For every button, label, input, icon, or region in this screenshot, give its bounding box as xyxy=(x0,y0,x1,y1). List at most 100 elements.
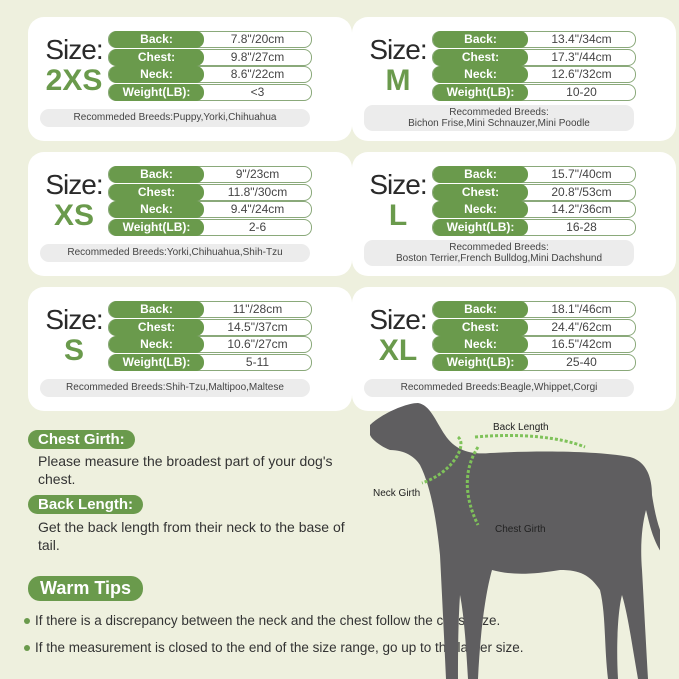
measure-value: 2-6 xyxy=(248,219,267,234)
warm-tips-heading: Warm Tips xyxy=(28,576,144,601)
measure-label: Chest: xyxy=(109,183,204,201)
bullet-icon xyxy=(24,618,30,625)
size-heading: Size: M xyxy=(369,34,427,97)
measure-label: Weight(LB): xyxy=(109,218,204,236)
measure-row: Neck: 8.6"/22cm xyxy=(108,66,312,83)
measure-value: 10-20 xyxy=(566,84,597,99)
measure-row: Neck: 16.5"/42cm xyxy=(432,336,636,353)
measure-row: Chest: 17.3"/44cm xyxy=(432,48,636,66)
measure-row: Weight(LB): 16-28 xyxy=(432,218,636,236)
measure-value: 5-11 xyxy=(245,354,270,369)
measure-label: Neck: xyxy=(109,336,204,353)
measure-value: 17.3"/44cm xyxy=(551,49,612,64)
size-card: Size: XL Back: 18.1"/46cm Chest: 24.4"/62cm Ne… xyxy=(352,287,676,411)
back-length-heading: Back Length: xyxy=(28,495,144,514)
measure-row: Back: 13.4"/34cm xyxy=(432,31,636,48)
measure-label: Back: xyxy=(109,31,204,48)
measure-value: <3 xyxy=(250,84,265,99)
size-label: 2XS xyxy=(45,64,103,97)
measure-label: Weight(LB): xyxy=(433,218,528,236)
measure-row: Weight(LB): 5-11 xyxy=(108,353,312,371)
size-label: M xyxy=(385,64,411,97)
recommended-breeds: Recommeded Breeds: Bichon Frise,Mini Schn… xyxy=(364,105,634,131)
recommended-breeds: Recommeded Breeds:Shih-Tzu,Maltipoo,Malt… xyxy=(40,379,310,397)
measure-label: Weight(LB): xyxy=(109,353,204,371)
measure-value: 10.6"/27cm xyxy=(227,337,288,351)
measure-label: Back: xyxy=(433,31,528,48)
recommended-breeds: Recommeded Breeds: Boston Terrier,French … xyxy=(364,240,634,266)
measure-row: Weight(LB): 10-20 xyxy=(432,83,636,101)
measure-value: 9.8"/27cm xyxy=(230,49,285,64)
size-heading: Size: XS xyxy=(45,169,103,232)
measure-row: Back: 18.1"/46cm xyxy=(432,301,636,318)
size-heading: Size: S xyxy=(45,304,103,367)
measure-value: 13.4"/34cm xyxy=(551,32,612,46)
chest-girth-heading: Chest Girth: xyxy=(28,430,135,449)
measure-value: 15.7"/40cm xyxy=(551,167,612,181)
size-heading: Size: L xyxy=(369,169,427,232)
back-length-label: Back Length xyxy=(493,422,549,433)
measure-value: 11.8"/30cm xyxy=(227,184,288,199)
measure-row: Chest: 24.4"/62cm xyxy=(432,318,636,336)
measure-label: Neck: xyxy=(433,201,528,218)
measure-label: Chest: xyxy=(109,318,204,336)
tip-item: If the measurement is closed to the end … xyxy=(24,640,524,655)
measure-label: Neck: xyxy=(433,66,528,83)
back-length-text: Get the back length from their neck to t… xyxy=(38,519,345,553)
measure-value: 12.6"/32cm xyxy=(551,67,612,81)
measure-row: Neck: 12.6"/32cm xyxy=(432,66,636,83)
measure-label: Back: xyxy=(109,166,204,183)
measure-row: Chest: 20.8"/53cm xyxy=(432,183,636,201)
measure-value: 9"/23cm xyxy=(235,167,280,181)
size-label: L xyxy=(388,199,408,232)
size-label: XL xyxy=(378,334,418,367)
dog-silhouette-icon xyxy=(370,403,660,679)
measure-label: Neck: xyxy=(109,201,204,218)
measure-value: 24.4"/62cm xyxy=(551,319,612,334)
measure-row: Weight(LB): <3 xyxy=(108,83,312,101)
measure-label: Back: xyxy=(433,166,528,183)
chest-girth-text: Please measure the broadest part of your… xyxy=(38,453,333,487)
measure-value: 7.8"/20cm xyxy=(230,32,285,46)
measure-label: Chest: xyxy=(433,318,528,336)
size-heading: Size: XL xyxy=(369,304,427,367)
measure-label: Chest: xyxy=(109,48,204,66)
measure-row: Weight(LB): 25-40 xyxy=(432,353,636,371)
measure-row: Chest: 11.8"/30cm xyxy=(108,183,312,201)
recommended-breeds: Recommeded Breeds:Beagle,Whippet,Corgi xyxy=(364,379,634,397)
measure-value: 8.6"/22cm xyxy=(230,67,285,81)
size-label: XS xyxy=(53,199,95,232)
measure-label: Neck: xyxy=(433,336,528,353)
measure-label: Weight(LB): xyxy=(433,83,528,101)
measure-row: Weight(LB): 2-6 xyxy=(108,218,312,236)
measure-label: Chest: xyxy=(433,48,528,66)
neck-girth-label: Neck Girth xyxy=(373,488,421,499)
recommended-breeds: Recommeded Breeds:Puppy,Yorki,Chihuahua xyxy=(40,109,310,127)
measure-value: 16-28 xyxy=(566,219,597,234)
measure-row: Back: 15.7"/40cm xyxy=(432,166,636,183)
measure-label: Weight(LB): xyxy=(109,83,204,101)
size-heading: Size: 2XS xyxy=(45,34,103,97)
measure-label: Chest: xyxy=(433,183,528,201)
size-label: S xyxy=(63,334,84,367)
measure-label: Back: xyxy=(109,301,204,318)
measure-value: 14.5"/37cm xyxy=(227,319,288,334)
size-card: Size: XS Back: 9"/23cm Chest: 11.8"/30cm Neck:… xyxy=(28,152,352,276)
measure-row: Neck: 14.2"/36cm xyxy=(432,201,636,218)
measure-value: 14.2"/36cm xyxy=(551,202,612,216)
tip-item: If there is a discrepancy between the ne… xyxy=(24,613,500,628)
measure-row: Back: 7.8"/20cm xyxy=(108,31,312,48)
measure-row: Neck: 10.6"/27cm xyxy=(108,336,312,353)
size-card: Size: M Back: 13.4"/34cm Chest: 17.3"/44cm Nec… xyxy=(352,17,676,141)
measure-label: Weight(LB): xyxy=(433,353,528,371)
bullet-icon xyxy=(24,645,30,652)
chest-girth-label: Chest Girth xyxy=(495,524,546,535)
measure-value: 25-40 xyxy=(566,354,597,369)
measure-row: Back: 11"/28cm xyxy=(108,301,312,318)
measure-row: Back: 9"/23cm xyxy=(108,166,312,183)
measure-label: Neck: xyxy=(109,66,204,83)
measure-value: 11"/28cm xyxy=(232,302,283,316)
measure-value: 20.8"/53cm xyxy=(551,184,612,199)
recommended-breeds: Recommeded Breeds:Yorki,Chihuahua,Shih-T… xyxy=(40,244,310,262)
measure-row: Chest: 9.8"/27cm xyxy=(108,48,312,66)
